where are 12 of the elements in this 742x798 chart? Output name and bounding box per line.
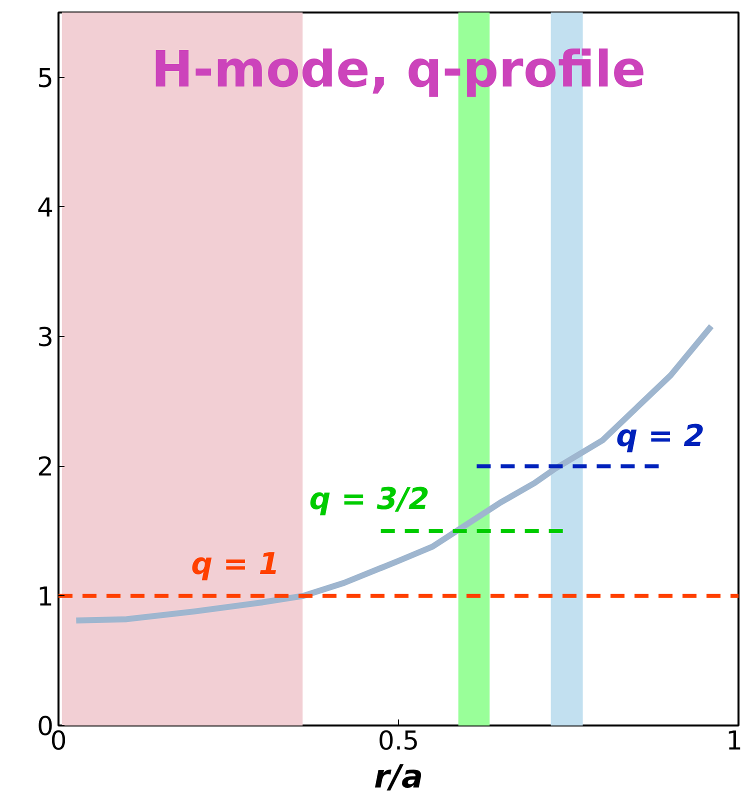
y-tick-label: 5 bbox=[36, 64, 54, 94]
series-label: q = 2 bbox=[616, 419, 704, 454]
series-label: q = 3/2 bbox=[309, 482, 430, 518]
y-tick-label: 3 bbox=[36, 323, 54, 354]
text: H-mode, q-profile bbox=[151, 40, 646, 99]
x-axis-title: r/a bbox=[374, 758, 424, 796]
y-tick-label: 2 bbox=[36, 452, 54, 483]
y-tick-label: 4 bbox=[36, 193, 54, 224]
y-tick-label: 1 bbox=[36, 582, 54, 612]
x-tick-label: 0.5 bbox=[378, 726, 420, 756]
x-tick-label: 1 bbox=[726, 726, 742, 756]
series-label: q = 1 bbox=[191, 546, 280, 582]
